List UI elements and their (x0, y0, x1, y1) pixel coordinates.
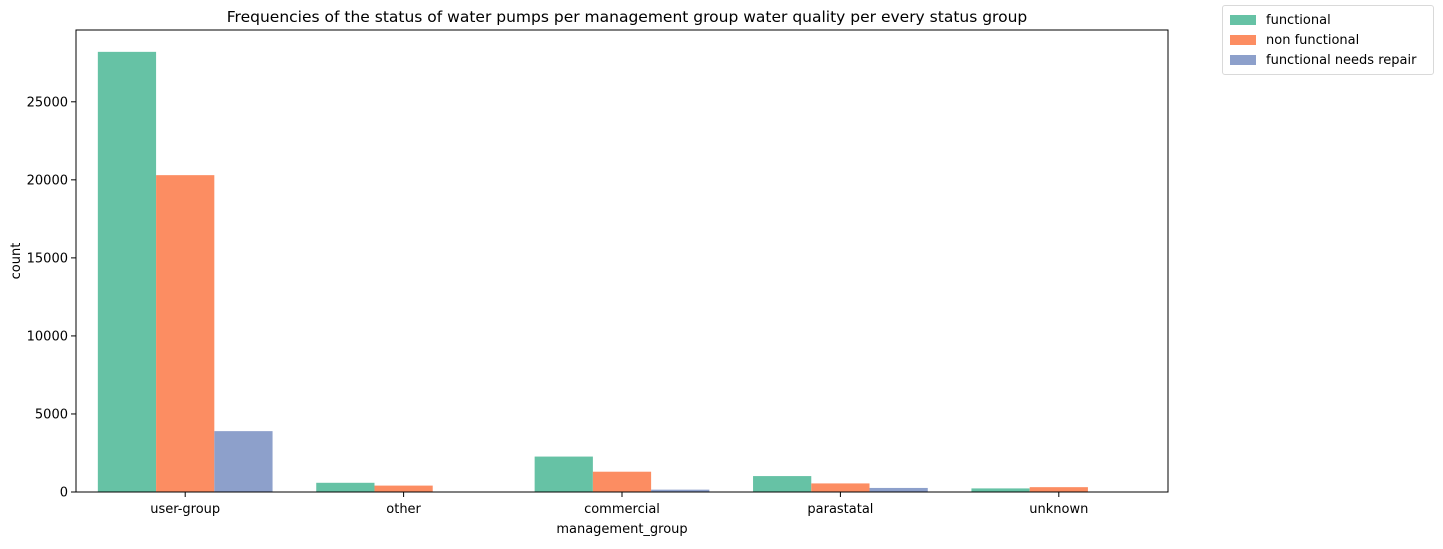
x-axis-label: management_group (556, 522, 687, 537)
plot-frame (76, 30, 1168, 492)
bar-other-functional (316, 483, 374, 492)
y-tick-label: 20000 (27, 173, 68, 188)
bar-commercial-functional (535, 457, 593, 492)
legend-item: non functional (1223, 30, 1433, 50)
legend-label: non functional (1266, 33, 1359, 48)
x-tick-label: user-group (150, 502, 220, 517)
y-tick-label: 15000 (27, 251, 68, 266)
y-tick-label: 5000 (35, 407, 68, 422)
chart-title: Frequencies of the status of water pumps… (227, 8, 1027, 26)
bars-group (98, 52, 1146, 492)
y-tick-label: 0 (60, 486, 68, 501)
bar-user-group-non-functional (156, 175, 214, 492)
y-tick-label: 25000 (27, 95, 68, 110)
legend-item: functional (1223, 10, 1433, 30)
legend: functional non functional functional needs… (1222, 5, 1434, 75)
bar-commercial-non-functional (593, 472, 651, 492)
bar-parastatal-functional (753, 476, 811, 492)
legend-swatch (1230, 55, 1256, 65)
bar-parastatal-functional-needs-repair (870, 488, 928, 492)
bar-user-group-functional (98, 52, 156, 492)
legend-swatch (1230, 35, 1256, 45)
bar-user-group-functional-needs-repair (214, 431, 272, 492)
bar-unknown-functional (971, 488, 1029, 492)
legend-label: functional (1266, 13, 1331, 28)
bar-other-non-functional (374, 486, 432, 492)
y-axis: 0 5000 10000 15000 20000 25000 (27, 95, 76, 500)
y-tick-label: 10000 (27, 329, 68, 344)
x-tick-label: parastatal (807, 502, 873, 517)
legend-swatch (1230, 15, 1256, 25)
legend-label: functional needs repair (1266, 53, 1416, 68)
bar-parastatal-non-functional (811, 483, 869, 492)
x-axis: user-group other commercial parastatal unkno… (150, 492, 1088, 517)
legend-item: functional needs repair (1223, 50, 1433, 70)
x-tick-label: other (386, 502, 421, 517)
x-tick-label: commercial (584, 502, 660, 517)
x-tick-label: unknown (1029, 502, 1088, 517)
bar-unknown-non-functional (1030, 487, 1088, 492)
y-axis-label: count (9, 243, 24, 280)
